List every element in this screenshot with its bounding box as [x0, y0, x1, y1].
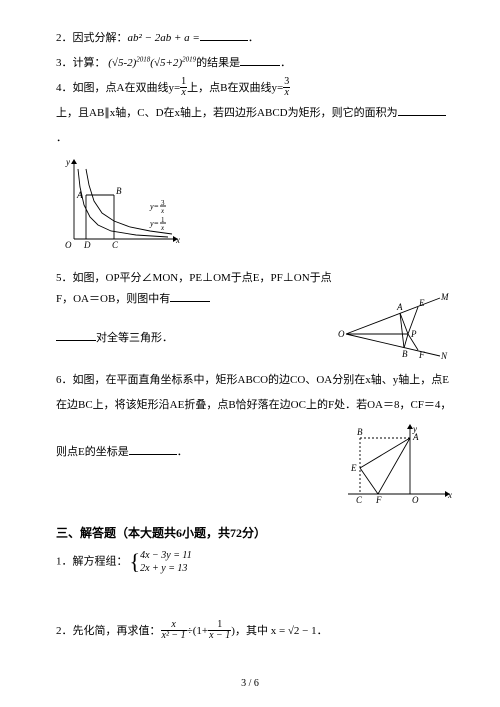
- q3-text-b: 的结果是: [196, 57, 240, 69]
- svg-text:F: F: [375, 495, 382, 505]
- p2-frac2: 1x − 1: [208, 620, 231, 641]
- q4-num: 4．: [56, 82, 73, 94]
- q6-line2: 在边BC上，将该矩形沿AE折叠，点B恰好落在边OC上的F处．若OA＝8，CF＝4…: [56, 395, 452, 416]
- svg-text:E: E: [350, 463, 357, 473]
- q3-text-a: 计算：: [73, 57, 106, 69]
- q4-frac2: 3x: [283, 77, 290, 98]
- svg-text:N: N: [440, 351, 448, 361]
- p1-text: 解方程组：: [73, 556, 128, 568]
- p1-brace: {: [130, 552, 141, 572]
- p1-eqs: 4x − 3y = 112x + y = 13: [140, 549, 192, 575]
- q5-num: 5．: [56, 272, 73, 284]
- q4-blank: [398, 105, 446, 116]
- q5-diagram: O M N P A B E F: [336, 290, 452, 362]
- q3-text-c: ．: [280, 57, 291, 69]
- q4-text-b: 上，点B在双曲线y=: [187, 82, 283, 94]
- svg-text:A: A: [396, 302, 403, 312]
- svg-text:D: D: [83, 240, 91, 250]
- q6-period: ．: [177, 446, 188, 458]
- svg-text:y=: y=: [149, 219, 159, 228]
- p2-text-b: ÷(1+: [187, 625, 208, 637]
- svg-text:A: A: [412, 432, 419, 442]
- svg-text:O: O: [338, 329, 345, 339]
- p2-frac1: xx² − 1: [161, 620, 187, 641]
- p2-num: 2．: [56, 625, 73, 637]
- q5-text-b: 对全等三角形．: [96, 332, 173, 344]
- q6-num: 6．: [56, 374, 73, 386]
- svg-text:B: B: [402, 349, 408, 359]
- q6-blank: [129, 444, 177, 455]
- p2-text-c: )，其中 x = √2 − 1．: [231, 625, 327, 637]
- svg-text:x: x: [160, 207, 165, 215]
- q2-text-b: ．: [248, 32, 259, 44]
- q4-line2: 上，且AB∥x轴，C、D在x轴上，若四边形ABCD为矩形，则它的面积为: [56, 103, 452, 124]
- svg-text:B: B: [357, 427, 363, 437]
- q4-text-a: 如图，点A在双曲线y=: [73, 82, 181, 94]
- svg-text:x: x: [447, 490, 452, 500]
- q5-text-b-row: 对全等三角形．: [56, 328, 336, 349]
- page-footer: 3 / 6: [0, 674, 500, 693]
- q2: 2．因式分解：ab² − 2ab + a = ．: [56, 28, 452, 49]
- svg-text:C: C: [112, 240, 119, 250]
- section3-title: 三、解答题（本大题共6小题，共72分）: [56, 522, 452, 545]
- q2-expr: ab² − 2ab + a =: [128, 32, 200, 44]
- svg-text:P: P: [410, 329, 417, 339]
- q4-diagram: OxyABCDy=3xy=1x: [56, 155, 186, 257]
- svg-text:x: x: [160, 224, 165, 232]
- svg-text:A: A: [76, 190, 83, 200]
- q2-num: 2．: [56, 32, 73, 44]
- svg-text:O: O: [65, 240, 72, 250]
- svg-text:B: B: [116, 186, 122, 196]
- svg-text:F: F: [418, 350, 425, 360]
- p2-text-a: 先化简，再求值：: [73, 625, 161, 637]
- q5-row: 5．如图，OP平分∠MON，PE⊥OM于点E，PF⊥ON于点F，OA＝OB，则图…: [56, 268, 452, 362]
- q4-frac1: 1x: [180, 77, 187, 98]
- svg-text:x: x: [175, 235, 180, 245]
- q4: 4．如图，点A在双曲线y=1x上，点B在双曲线y=3x: [56, 78, 452, 99]
- q3: 3．计算： (√5-2)2018(√5+2)2019的结果是 ．: [56, 53, 452, 74]
- q5-blank: [170, 291, 210, 302]
- q3-num: 3．: [56, 57, 73, 69]
- q2-text-a: 因式分解：: [73, 32, 128, 44]
- p2: 2．先化简，再求值：xx² − 1÷(1+1x − 1)，其中 x = √2 −…: [56, 621, 452, 642]
- q4-period: ．: [56, 128, 452, 149]
- svg-text:M: M: [440, 292, 449, 302]
- q6-line1: 6．如图，在平面直角坐标系中，矩形ABCO的边CO、OA分别在x轴、y轴上，点E: [56, 370, 452, 391]
- q6-text-c: 则点E的坐标是: [56, 446, 129, 458]
- svg-text:y=: y=: [149, 202, 159, 211]
- p1-num: 1．: [56, 556, 73, 568]
- q3-expr: (√5-2)2018(√5+2)2019: [108, 57, 196, 69]
- q6-row: 则点E的坐标是． OxyABCEF: [56, 420, 452, 512]
- q6-line3: 则点E的坐标是 ．: [56, 442, 336, 463]
- q2-blank: [200, 30, 248, 41]
- svg-text:y: y: [65, 157, 70, 167]
- q3-blank: [240, 55, 280, 66]
- q5: 5．如图，OP平分∠MON，PE⊥OM于点E，PF⊥ON于点F，OA＝OB，则图…: [56, 268, 336, 310]
- svg-text:E: E: [418, 298, 425, 308]
- q6-text-a: 如图，在平面直角坐标系中，矩形ABCO的边CO、OA分别在x轴、y轴上，点E: [73, 374, 449, 386]
- q5-blank2: [56, 330, 96, 341]
- svg-text:C: C: [356, 495, 363, 505]
- q6-diagram: OxyABCEF: [336, 420, 452, 512]
- svg-text:O: O: [412, 495, 419, 505]
- p1: 1．解方程组：{4x − 3y = 112x + y = 13: [56, 549, 452, 575]
